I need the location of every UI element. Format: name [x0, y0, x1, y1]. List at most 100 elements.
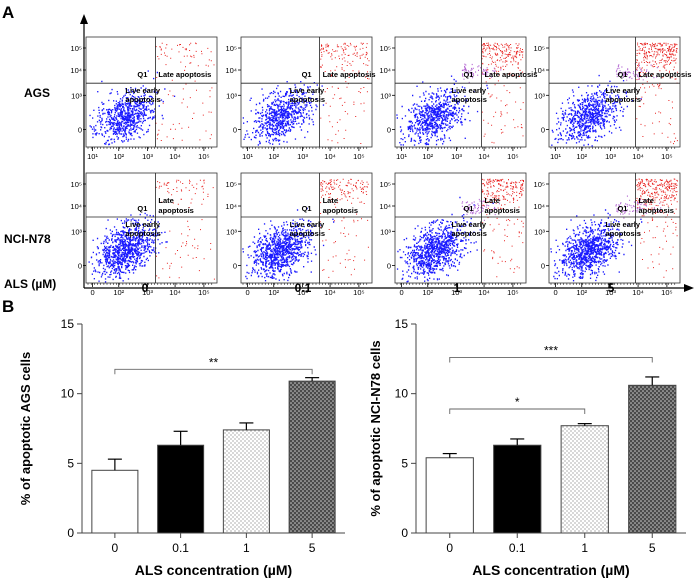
x-tick-label: 10⁴ [169, 152, 181, 161]
x-tick-label: 0 [399, 288, 403, 297]
flow-plot-frame [85, 172, 218, 284]
late-apoptosis-label: Late apoptosis [638, 70, 691, 79]
bar-1 [222, 429, 270, 534]
y-tick-label: 15 [395, 317, 409, 331]
live-cell-cloud [88, 212, 168, 283]
live-early-label-line1: Live early [605, 220, 640, 229]
x-tick-label: 0 [446, 541, 453, 555]
x-tick-label: 10³ [297, 288, 308, 297]
x-tick-label: 10⁴ [478, 152, 490, 161]
live-early-label-line2: apoptosis [605, 229, 640, 238]
x-tick-label: 0 [90, 288, 94, 297]
y-tick-label: 10³ [380, 227, 391, 236]
y-tick-label: 0 [78, 125, 82, 134]
significance-label: ** [209, 355, 219, 369]
late-apoptosis-label-line1: Late [484, 196, 499, 205]
panel-a-horizontal-arrow [684, 284, 694, 292]
late-apoptosis-label-line2: apoptosis [484, 206, 519, 215]
live-early-label-line2: apoptosis [125, 95, 160, 104]
x-tick-label: 1 [581, 541, 588, 555]
x-tick-label: 10⁴ [169, 288, 181, 297]
significance-bracket [449, 356, 653, 363]
live-early-label-line1: Live early [290, 220, 325, 229]
live-early-label-line1: Live early [605, 86, 640, 95]
y-tick-label: 10⁵ [380, 180, 391, 189]
x-tick-label: 10³ [451, 152, 462, 161]
y-tick-label: 5 [401, 456, 408, 470]
late-apoptosis-cloud [319, 178, 369, 278]
x-tick-label: 10⁵ [507, 152, 518, 161]
x-tick-label: 10² [268, 152, 279, 161]
x-tick-label: 10⁵ [353, 288, 364, 297]
x-tick-label: 10⁴ [632, 152, 644, 161]
y-tick-label: 10⁵ [534, 44, 545, 53]
late-apoptosis-label: Late apoptosis [323, 70, 376, 79]
x-tick-label: 10⁵ [661, 288, 672, 297]
y-tick-label: 5 [67, 456, 74, 470]
x-tick-label: 10⁵ [661, 152, 672, 161]
late-apoptosis-label: Late apoptosis [158, 70, 211, 79]
significance-label: *** [544, 343, 558, 357]
y-axis-title: % of apoptotic AGS cells [18, 352, 33, 505]
y-tick-label: 10⁴ [379, 202, 391, 211]
y-tick-label: 0 [233, 125, 237, 134]
bar-5 [628, 384, 677, 534]
live-early-label-line1: Live early [451, 86, 486, 95]
late-apoptosis-label: Late apoptosis [484, 70, 537, 79]
x-minor-ticks [242, 147, 368, 149]
x-tick-label: 10⁴ [478, 288, 490, 297]
x-tick-label: 10⁵ [507, 288, 518, 297]
y-tick-label: 0 [233, 261, 237, 270]
y-tick-label: 10³ [226, 91, 237, 100]
late-apoptosis-cloud [635, 178, 678, 278]
y-tick-label: 15 [61, 317, 75, 331]
live-early-label-line2: apoptosis [290, 95, 325, 104]
live-early-label-line1: Live early [125, 86, 160, 95]
x-tick-label: 10² [576, 288, 587, 297]
live-early-label-line2: apoptosis [290, 229, 325, 238]
x-tick-label: 1 [243, 541, 250, 555]
y-tick-label: 10⁴ [225, 66, 237, 75]
quadrant-q1-label: Q1 [617, 70, 627, 79]
flow-plot-frame [85, 36, 218, 148]
x-tick-label: 0.1 [509, 541, 526, 555]
y-tick-label: 10⁵ [226, 180, 237, 189]
late-apoptosis-cloud [155, 42, 215, 141]
transition-cloud [461, 63, 502, 84]
y-tick-label: 0 [387, 125, 391, 134]
late-apoptosis-label-line2: apoptosis [638, 206, 673, 215]
panel-a-label: A [2, 3, 14, 22]
late-apoptosis-label-line2: apoptosis [323, 206, 358, 215]
y-tick-label: 10⁵ [534, 180, 545, 189]
y-tick-label: 10⁴ [533, 66, 545, 75]
late-apoptosis-label-line1: Late [158, 196, 173, 205]
y-tick-label: 10 [61, 387, 75, 401]
dose-label-0: 0 [142, 281, 149, 295]
live-early-label-line1: Live early [125, 220, 160, 229]
x-tick-label: 10³ [451, 288, 462, 297]
live-early-label-line2: apoptosis [451, 229, 486, 238]
x-tick-label: 10³ [605, 288, 616, 297]
dose-label-0-1: 0.1 [295, 281, 312, 295]
live-cell-cloud [89, 70, 176, 146]
x-tick-label: 10³ [297, 152, 308, 161]
x-tick-label: 10³ [605, 152, 616, 161]
x-tick-label: 10⁴ [632, 288, 644, 297]
x-tick-label: 10² [422, 288, 433, 297]
x-tick-label: 10² [422, 152, 433, 161]
live-cell-cloud [550, 209, 643, 282]
x-tick-label: 10¹ [396, 152, 407, 161]
y-tick-label: 0 [387, 261, 391, 270]
x-tick-label: 10³ [142, 288, 153, 297]
x-minor-ticks [87, 283, 213, 285]
live-early-label-line2: apoptosis [451, 95, 486, 104]
row-label-ags: AGS [24, 86, 50, 100]
x-tick-label: 10⁴ [324, 152, 336, 161]
x-minor-ticks [550, 147, 676, 149]
x-tick-label: 10¹ [87, 152, 98, 161]
